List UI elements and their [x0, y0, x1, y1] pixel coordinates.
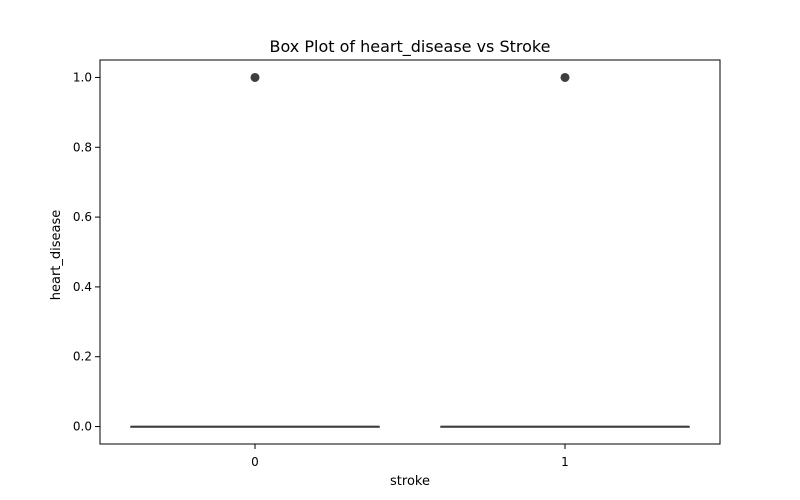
x-axis-label: stroke [390, 474, 430, 489]
x-tick-label: 0 [251, 455, 259, 469]
outlier-point-1 [560, 72, 570, 82]
y-axis-label: heart_disease [49, 210, 64, 301]
y-tick-label: 0.8 [73, 140, 92, 154]
y-tick-label: 0.0 [73, 420, 92, 434]
y-tick-label: 1.0 [73, 70, 92, 84]
axis-ticks: 0.0 0.2 0.4 0.6 0.8 1.0 0 1 [73, 70, 569, 469]
plot-area-frame [99, 59, 721, 445]
outlier-point-0 [250, 72, 260, 82]
x-tick-label: 1 [561, 455, 569, 469]
y-tick-label: 0.4 [73, 280, 92, 294]
y-tick-label: 0.6 [73, 210, 92, 224]
chart-title: Box Plot of heart_disease vs Stroke [270, 37, 551, 57]
box-marks [130, 72, 690, 428]
y-tick-label: 0.2 [73, 350, 92, 364]
